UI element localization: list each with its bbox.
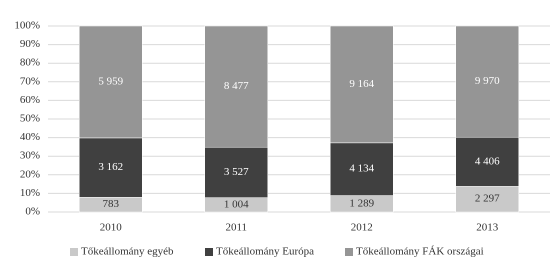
x-tick-label: 2012: [351, 222, 373, 234]
x-tick-label: 2010: [100, 222, 123, 234]
value-label: 783: [103, 198, 120, 210]
bar-segment: [79, 25, 143, 139]
value-label: 9 970: [475, 75, 500, 87]
legend-swatch: [205, 248, 213, 256]
x-tick-label: 2011: [225, 222, 247, 234]
bar-segment: [455, 186, 519, 213]
bar-segment: [455, 136, 519, 187]
legend-label: Tőkeállomány Európa: [216, 246, 314, 258]
legend-swatch: [70, 248, 78, 256]
legend-label: Tőkeállomány egyéb: [81, 246, 174, 258]
y-tick-label: 100%: [14, 20, 40, 32]
y-tick-label: 20%: [20, 168, 40, 180]
bar-segment: [330, 142, 394, 196]
bar-segment: [204, 25, 268, 148]
bar-segment: [330, 25, 394, 144]
y-tick-label: 80%: [20, 57, 40, 69]
value-label: 1 289: [349, 197, 374, 209]
legend-label: Tőkeállomány FÁK országai: [356, 246, 484, 258]
value-label: 5 959: [98, 75, 123, 87]
value-label: 1 004: [224, 198, 249, 210]
y-tick-label: 70%: [20, 75, 40, 87]
y-tick-label: 60%: [20, 94, 40, 106]
bar-segment: [455, 25, 519, 138]
bar-segment: [79, 137, 143, 198]
value-label: 3 162: [98, 161, 123, 173]
bar-segment: [204, 146, 268, 198]
y-tick-label: 90%: [20, 38, 40, 50]
legend-swatch: [345, 248, 353, 256]
value-label: 4 134: [349, 163, 374, 175]
value-label: 8 477: [224, 80, 249, 92]
y-tick-label: 10%: [20, 187, 40, 199]
value-label: 2 297: [475, 193, 500, 205]
x-tick-label: 2013: [476, 222, 499, 234]
y-tick-label: 50%: [20, 113, 40, 125]
y-tick-label: 40%: [20, 131, 40, 143]
y-tick-label: 0%: [25, 206, 40, 218]
y-tick-label: 30%: [20, 150, 40, 162]
value-label: 3 527: [224, 166, 249, 178]
value-label: 4 406: [475, 155, 500, 167]
value-label: 9 164: [349, 78, 374, 90]
